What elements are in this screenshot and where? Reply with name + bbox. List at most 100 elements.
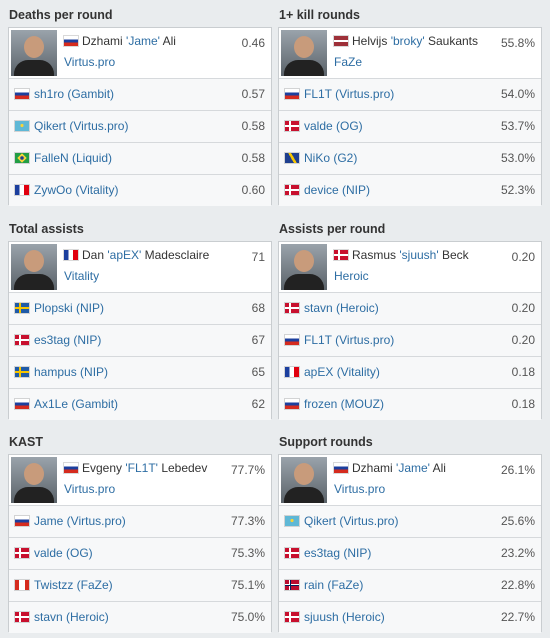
flag — [64, 463, 78, 473]
leader-team[interactable]: Heroic — [334, 269, 369, 283]
panel: Evgeny 'FL1T' Lebedev Virtus.pro 77.7% Jame… — [8, 454, 272, 633]
flag — [285, 580, 299, 590]
flag — [285, 153, 299, 163]
player-link[interactable]: valde (OG) — [304, 119, 363, 133]
name-last: Ali — [432, 461, 446, 475]
player-link[interactable]: es3tag (NIP) — [304, 546, 372, 560]
leader-name[interactable]: Dzhami 'Jame' Ali — [352, 461, 446, 475]
leader-name[interactable]: Helvijs 'broky' Saukants — [352, 34, 478, 48]
leaderboard-row: apEX (Vitality) 0.18 — [279, 356, 541, 388]
row-value: 22.7% — [500, 610, 535, 624]
player-link[interactable]: ZywOo (Vitality) — [34, 183, 119, 197]
leaderboard-row: es3tag (NIP) 67 — [9, 324, 271, 356]
leader-name[interactable]: Dzhami 'Jame' Ali — [82, 34, 176, 48]
leaderboard-row: stavn (Heroic) 75.0% — [9, 601, 271, 633]
player-link[interactable]: rain (FaZe) — [304, 578, 364, 592]
panel-title: Deaths per round — [9, 8, 113, 22]
panel: Dzhami 'Jame' Ali Virtus.pro 26.1% Qikert (… — [278, 454, 542, 633]
row-value: 0.20 — [511, 301, 535, 315]
row-value: 75.1% — [230, 578, 265, 592]
leader-team[interactable]: Virtus.pro — [334, 482, 386, 496]
flag — [64, 36, 78, 46]
photo-body — [284, 487, 324, 503]
player-link[interactable]: Plopski (NIP) — [34, 301, 105, 315]
leaderboard-row: Ax1Le (Gambit) 62 — [9, 388, 271, 420]
flag — [285, 185, 299, 195]
row-value: 22.8% — [500, 578, 535, 592]
leader-name[interactable]: Evgeny 'FL1T' Lebedev — [82, 461, 207, 475]
player-link[interactable]: sjuush (Heroic) — [304, 610, 385, 624]
player-link[interactable]: Ax1Le (Gambit) — [34, 397, 119, 411]
leader-value: 71 — [251, 250, 265, 264]
flag — [334, 463, 348, 473]
leaderboard-row: es3tag (NIP) 23.2% — [279, 537, 541, 569]
name-last: Lebedev — [161, 461, 208, 475]
player-link[interactable]: valde (OG) — [34, 546, 93, 560]
leaderboard-row: device (NIP) 52.3% — [279, 174, 541, 206]
row-value: 0.57 — [241, 87, 265, 101]
name-last: Beck — [441, 248, 469, 262]
leader-team[interactable]: Vitality — [64, 269, 100, 283]
player-link[interactable]: sh1ro (Gambit) — [34, 87, 115, 101]
photo-body — [284, 274, 324, 290]
player-link[interactable]: stavn (Heroic) — [304, 301, 379, 315]
photo-head — [24, 463, 44, 485]
leaderboard-row: sjuush (Heroic) 22.7% — [279, 601, 541, 633]
leader-team[interactable]: Virtus.pro — [64, 55, 116, 69]
player-photo — [281, 244, 327, 290]
player-link[interactable]: NiKo (G2) — [304, 151, 358, 165]
leader-value: 0.46 — [241, 36, 265, 50]
photo-head — [294, 36, 314, 58]
leaderboard-row: stavn (Heroic) 0.20 — [279, 292, 541, 324]
leader-name[interactable]: Dan 'apEX' Madesclaire — [82, 248, 209, 262]
leaderboard-row: Qikert (Virtus.pro) 25.6% — [279, 505, 541, 537]
name-last: Saukants — [427, 34, 479, 48]
player-link[interactable]: Twistzz (FaZe) — [34, 578, 113, 592]
photo-head — [24, 36, 44, 58]
leaderboard-row: frozen (MOUZ) 0.18 — [279, 388, 541, 420]
leader-value: 77.7% — [230, 463, 265, 477]
player-link[interactable]: frozen (MOUZ) — [304, 397, 385, 411]
player-link[interactable]: stavn (Heroic) — [34, 610, 109, 624]
leader-team[interactable]: Virtus.pro — [64, 482, 116, 496]
row-value: 77.3% — [230, 514, 265, 528]
leader-name[interactable]: Rasmus 'sjuush' Beck — [352, 248, 469, 262]
flag — [334, 36, 348, 46]
player-link[interactable]: device (NIP) — [304, 183, 371, 197]
player-link[interactable]: FL1T (Virtus.pro) — [304, 333, 395, 347]
flag — [285, 548, 299, 558]
photo-body — [284, 60, 324, 76]
player-photo — [281, 457, 327, 503]
row-value: 68 — [251, 301, 265, 315]
player-link[interactable]: FalleN (Liquid) — [34, 151, 113, 165]
player-link[interactable]: Qikert (Virtus.pro) — [34, 119, 129, 133]
player-photo — [11, 457, 57, 503]
player-link[interactable]: Jame (Virtus.pro) — [34, 514, 126, 528]
leaderboard-row: valde (OG) 53.7% — [279, 110, 541, 142]
player-link[interactable]: Qikert (Virtus.pro) — [304, 514, 399, 528]
flag — [285, 367, 299, 377]
row-value: 0.20 — [511, 333, 535, 347]
flag — [15, 516, 29, 526]
row-value: 52.3% — [500, 183, 535, 197]
player-photo — [11, 30, 57, 76]
flag — [285, 612, 299, 622]
row-value: 62 — [251, 397, 265, 411]
player-link[interactable]: FL1T (Virtus.pro) — [304, 87, 395, 101]
player-link[interactable]: hampus (NIP) — [34, 365, 109, 379]
row-value: 67 — [251, 333, 265, 347]
leaderboard-row: valde (OG) 75.3% — [9, 537, 271, 569]
panel: Dan 'apEX' Madesclaire Vitality 71 Plopski … — [8, 241, 272, 420]
leader-team[interactable]: FaZe — [334, 55, 363, 69]
name-nick: 'Jame' — [396, 461, 430, 475]
flag — [15, 399, 29, 409]
panel: Rasmus 'sjuush' Beck Heroic 0.20 stavn (Her… — [278, 241, 542, 420]
row-value: 65 — [251, 365, 265, 379]
leaderboard-row: Plopski (NIP) 68 — [9, 292, 271, 324]
player-link[interactable]: apEX (Vitality) — [304, 365, 380, 379]
panel: Helvijs 'broky' Saukants FaZe 55.8% FL1T (V… — [278, 27, 542, 206]
leader-value: 26.1% — [500, 463, 535, 477]
player-link[interactable]: es3tag (NIP) — [34, 333, 102, 347]
row-value: 23.2% — [500, 546, 535, 560]
row-value: 75.0% — [230, 610, 265, 624]
